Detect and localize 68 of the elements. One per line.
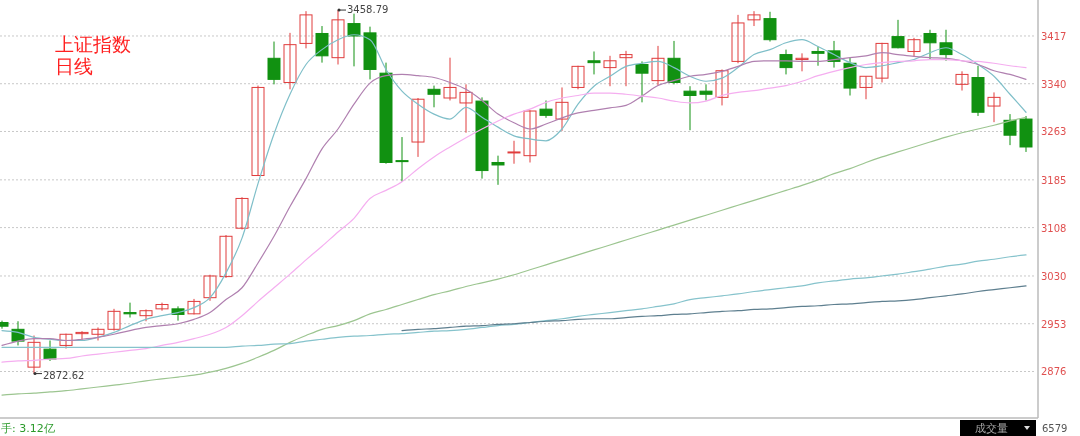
candlestick bbox=[283, 32, 297, 90]
candlestick bbox=[299, 10, 313, 49]
annotation: 3458.79 bbox=[347, 4, 389, 16]
candlestick bbox=[251, 85, 265, 177]
candlestick bbox=[811, 46, 825, 67]
candlestick bbox=[571, 65, 585, 90]
candlestick bbox=[939, 29, 953, 62]
candlestick bbox=[59, 333, 73, 350]
candlestick bbox=[651, 45, 665, 87]
candlestick bbox=[715, 68, 729, 106]
candlestick bbox=[395, 136, 409, 183]
candlestick bbox=[75, 330, 89, 341]
y-tick-label: 3185 bbox=[1041, 174, 1067, 186]
line-series bbox=[401, 285, 1027, 332]
text: 6579 bbox=[1042, 423, 1068, 434]
candlestick bbox=[747, 10, 761, 27]
candlestick bbox=[619, 50, 633, 87]
candlestick bbox=[587, 50, 601, 75]
candlestick bbox=[491, 155, 505, 186]
text: 上证指数 bbox=[55, 33, 131, 55]
candlestick bbox=[763, 11, 777, 43]
candlestick bbox=[859, 75, 873, 100]
candlestick bbox=[907, 37, 921, 57]
candlestick bbox=[731, 14, 745, 64]
candlestick bbox=[139, 308, 153, 322]
candlestick bbox=[347, 13, 361, 67]
candlestick bbox=[107, 308, 121, 332]
y-tick-label: 3030 bbox=[1041, 270, 1067, 282]
candlestick bbox=[923, 29, 937, 61]
y-tick-label: 3417 bbox=[1041, 30, 1067, 42]
candlestick bbox=[267, 41, 281, 85]
candlestick bbox=[523, 109, 537, 163]
text: 成交量 bbox=[975, 422, 1008, 435]
candlestick bbox=[123, 302, 137, 319]
y-tick-label: 3340 bbox=[1041, 78, 1067, 90]
y-tick-label: 3263 bbox=[1041, 126, 1067, 138]
candlestick bbox=[203, 274, 217, 302]
candlestick bbox=[699, 83, 713, 101]
text: 手: 3.12亿 bbox=[1, 422, 55, 435]
candlestick bbox=[507, 140, 521, 165]
candlestick bbox=[955, 70, 969, 92]
candlestick bbox=[987, 91, 1001, 123]
candlestick bbox=[235, 196, 249, 230]
candlestick bbox=[1003, 113, 1017, 146]
candlestick bbox=[187, 298, 201, 315]
candlestick bbox=[635, 60, 649, 103]
candlestick bbox=[219, 234, 233, 279]
candlestick bbox=[603, 55, 617, 87]
y-tick-label: 2876 bbox=[1041, 366, 1067, 378]
candlestick bbox=[875, 42, 889, 83]
candlestick bbox=[315, 25, 329, 64]
candlestick bbox=[155, 302, 169, 312]
candlestick bbox=[891, 19, 905, 49]
candlestick bbox=[683, 85, 697, 131]
annotation: 2872.62 bbox=[43, 369, 85, 381]
candlestick bbox=[779, 49, 793, 75]
candlestick bbox=[555, 86, 569, 132]
candlestick bbox=[427, 85, 441, 108]
candlestick bbox=[91, 326, 105, 341]
candlestick bbox=[43, 339, 57, 362]
y-tick-label: 2953 bbox=[1041, 318, 1067, 330]
y-tick-label: 3108 bbox=[1041, 222, 1067, 234]
candlestick bbox=[443, 57, 457, 101]
text: 日线 bbox=[55, 55, 93, 77]
candlestick bbox=[411, 97, 425, 158]
candlestick bbox=[795, 52, 809, 72]
candlestick bbox=[539, 99, 553, 119]
candlestick bbox=[459, 83, 473, 134]
